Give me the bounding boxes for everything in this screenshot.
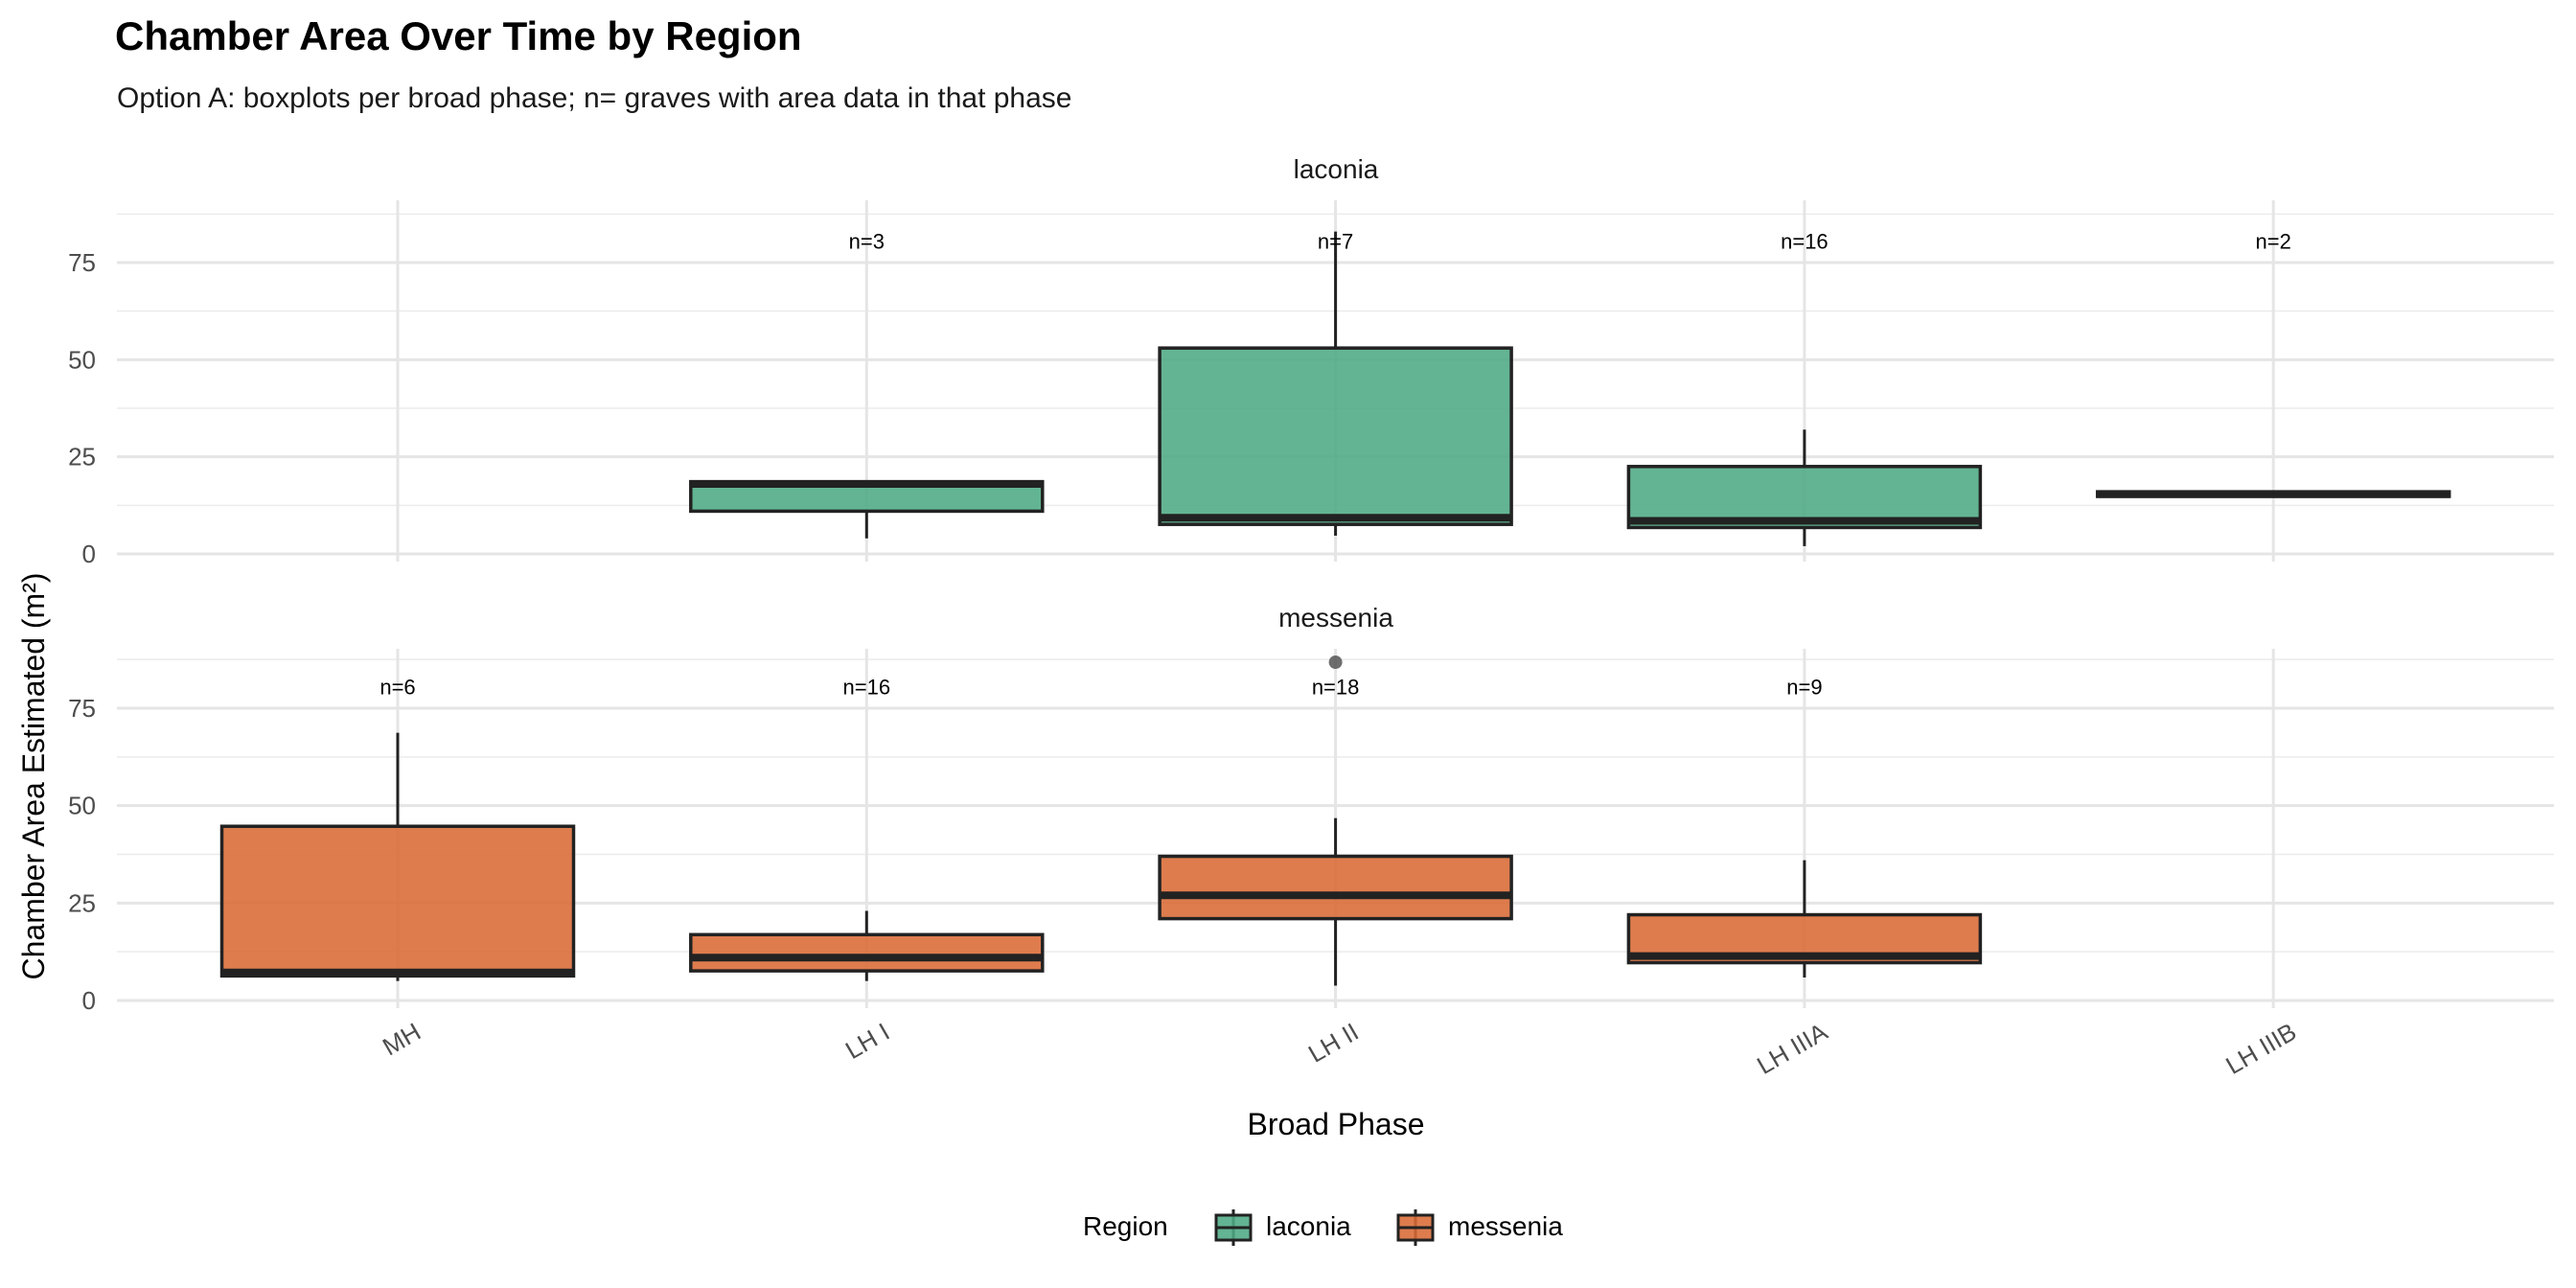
x-axis-title: Broad Phase <box>1247 1107 1424 1141</box>
box-iqr <box>1158 854 1513 921</box>
box-laconia-LH-I: n=3 <box>689 230 1045 539</box>
box-messenia-LH-I: n=16 <box>689 676 1045 981</box>
n-label: n=9 <box>1786 676 1822 700</box>
facet-panel-messenia: messenia 0 25 50 75 n=6 n=16 n=18 n=9 <box>68 603 2554 1015</box>
y-tick-label: 75 <box>68 248 96 277</box>
legend-label: laconia <box>1266 1211 1351 1241</box>
box-messenia-MH: n=6 <box>219 676 576 981</box>
y-axis-title: Chamber Area Estimated (m²) <box>16 572 51 979</box>
n-label: n=2 <box>2256 230 2291 254</box>
legend-label: messenia <box>1448 1211 1563 1241</box>
box-iqr <box>1158 346 1513 526</box>
n-label: n=16 <box>1781 230 1828 254</box>
y-tick-label: 0 <box>82 986 96 1015</box>
facet-strip-label: laconia <box>1294 154 1379 184</box>
chart-subtitle: Option A: boxplots per broad phase; n= g… <box>117 82 1072 114</box>
outlier-point <box>1328 656 1343 670</box>
legend-title: Region <box>1083 1211 1168 1241</box>
x-tick-label: LH I <box>840 1017 894 1065</box>
n-label: n=7 <box>1318 230 1353 254</box>
y-tick-label: 50 <box>68 345 96 374</box>
y-tick-label: 75 <box>68 694 96 723</box>
y-tick-label: 25 <box>68 888 96 917</box>
n-label: n=16 <box>843 676 891 700</box>
x-tick-label: LH IIIA <box>1752 1017 1832 1080</box>
facet-panel-laconia: laconia 0 25 50 75 n=3 n=7 n=16 n=2 <box>68 154 2554 568</box>
box-messenia-LH-IIIA: n=9 <box>1626 676 1983 978</box>
y-tick-label: 25 <box>68 443 96 472</box>
box-laconia-LH-IIIA: n=16 <box>1626 230 1983 546</box>
box-laconia-LH-IIIB: n=2 <box>2095 230 2451 498</box>
n-label: n=6 <box>380 676 415 700</box>
legend-entry-messenia: messenia <box>1396 1209 1563 1246</box>
box-laconia-LH-II: n=7 <box>1158 230 1513 536</box>
y-tick-label: 0 <box>82 540 96 568</box>
box-iqr <box>689 932 1045 973</box>
y-tick-label: 50 <box>68 792 96 820</box>
box-messenia-LH-II: n=18 <box>1158 656 1513 986</box>
facet-strip-label: messenia <box>1278 603 1393 632</box>
box-iqr <box>219 824 576 978</box>
x-tick-label: LH II <box>1303 1017 1364 1068</box>
x-tick-label: LH IIIB <box>2220 1017 2301 1080</box>
n-label: n=3 <box>849 230 885 254</box>
legend: Region laconia messenia <box>1083 1209 1563 1246</box>
x-tick-label: MH <box>378 1017 426 1061</box>
legend-entry-laconia: laconia <box>1214 1209 1351 1246</box>
n-label: n=18 <box>1312 676 1360 700</box>
chart-title: Chamber Area Over Time by Region <box>115 13 802 58</box>
